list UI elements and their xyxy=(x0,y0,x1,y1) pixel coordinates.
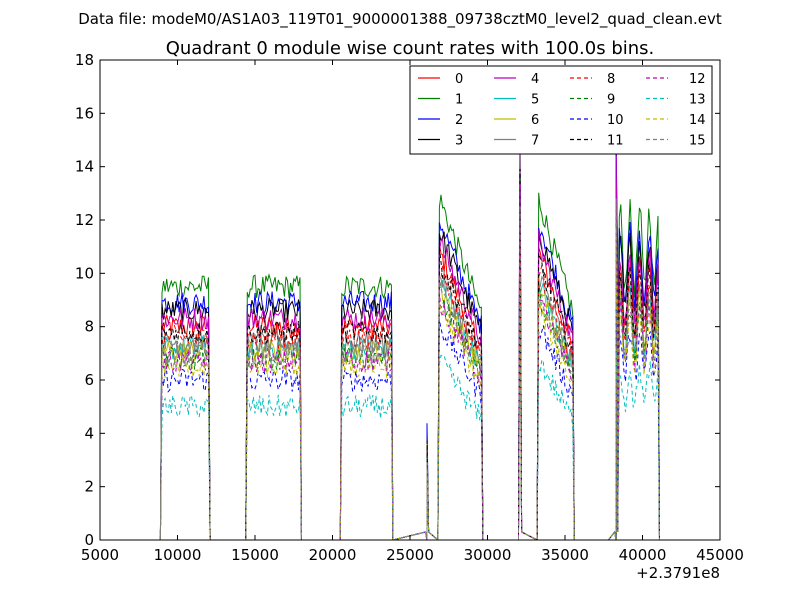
x-tick-label: 10000 xyxy=(154,546,202,564)
series-line-2 xyxy=(159,141,660,540)
y-tick-label: 4 xyxy=(84,424,94,442)
y-tick-label: 18 xyxy=(75,51,94,69)
y-tick-label: 6 xyxy=(84,371,94,389)
series-line-12 xyxy=(159,183,660,540)
y-tick-label: 8 xyxy=(84,318,94,336)
y-tick-label: 16 xyxy=(75,104,94,122)
x-tick-label: 20000 xyxy=(309,546,357,564)
series-line-11 xyxy=(159,168,660,540)
legend-label: 9 xyxy=(607,93,615,108)
legend-label: 12 xyxy=(689,72,706,87)
legend-label: 8 xyxy=(607,72,615,87)
series-line-10 xyxy=(159,242,660,540)
y-tick-label: 12 xyxy=(75,211,94,229)
y-tick-label: 10 xyxy=(75,264,94,282)
series-line-7 xyxy=(159,144,660,540)
legend-label: 6 xyxy=(531,113,539,128)
legend-label: 13 xyxy=(689,93,706,108)
series-line-6 xyxy=(159,238,660,540)
series-line-3 xyxy=(159,140,660,540)
series-line-5 xyxy=(159,163,660,540)
legend-label: 2 xyxy=(455,113,463,128)
legend-label: 15 xyxy=(689,134,706,149)
x-tick-label: 30000 xyxy=(464,546,512,564)
series-line-4 xyxy=(159,94,660,540)
legend-label: 1 xyxy=(455,93,463,108)
x-tick-label: 25000 xyxy=(386,546,434,564)
axis-layer: 5000 10000 15000 20000 25000 30000 35000 40000 4… xyxy=(75,51,744,564)
y-tick-label: 0 xyxy=(84,531,94,549)
series-line-9 xyxy=(159,177,660,540)
legend-label: 4 xyxy=(531,72,539,87)
x-tick-label: 15000 xyxy=(231,546,279,564)
x-offset-label: +2.3791e8 xyxy=(636,564,720,582)
chart-subtitle: Data file: modeM0/AS1A03_119T01_90000013… xyxy=(78,10,722,29)
series-line-14 xyxy=(159,227,660,540)
x-tick-label: 45000 xyxy=(696,546,744,564)
x-tick-label: 35000 xyxy=(541,546,589,564)
series-line-8 xyxy=(159,203,660,540)
chart-title: Quadrant 0 module wise count rates with … xyxy=(166,38,655,59)
legend-label: 11 xyxy=(607,134,624,149)
legend-label: 14 xyxy=(689,113,706,128)
legend-label: 7 xyxy=(531,134,539,149)
legend-label: 5 xyxy=(531,93,539,108)
series-line-1 xyxy=(159,142,660,540)
series-layer xyxy=(159,94,660,540)
x-tick-label: 5000 xyxy=(81,546,119,564)
legend-label: 0 xyxy=(455,72,463,87)
series-line-15 xyxy=(159,198,660,540)
series-line-13 xyxy=(159,310,660,540)
y-tick-label: 14 xyxy=(75,158,94,176)
x-tick-label: 40000 xyxy=(619,546,667,564)
series-line-0 xyxy=(159,150,660,540)
y-tick-label: 2 xyxy=(84,478,94,496)
legend-label: 10 xyxy=(607,113,624,128)
legend-label: 3 xyxy=(455,134,463,149)
